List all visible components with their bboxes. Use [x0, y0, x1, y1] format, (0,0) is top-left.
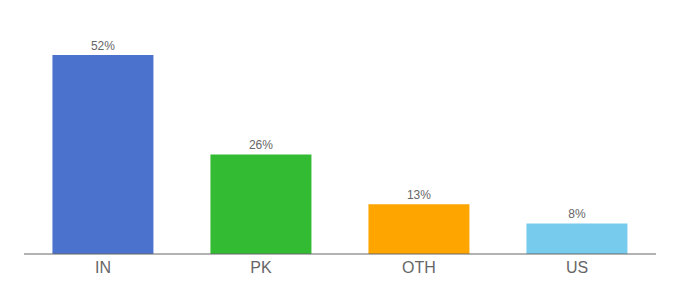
svg-text:13%: 13% — [407, 188, 431, 202]
svg-text:8%: 8% — [568, 207, 586, 221]
svg-text:IN: IN — [95, 259, 111, 276]
svg-text:OTH: OTH — [402, 259, 436, 276]
svg-text:52%: 52% — [91, 39, 115, 53]
svg-text:PK: PK — [250, 259, 272, 276]
svg-text:US: US — [566, 259, 588, 276]
svg-text:26%: 26% — [249, 138, 273, 152]
